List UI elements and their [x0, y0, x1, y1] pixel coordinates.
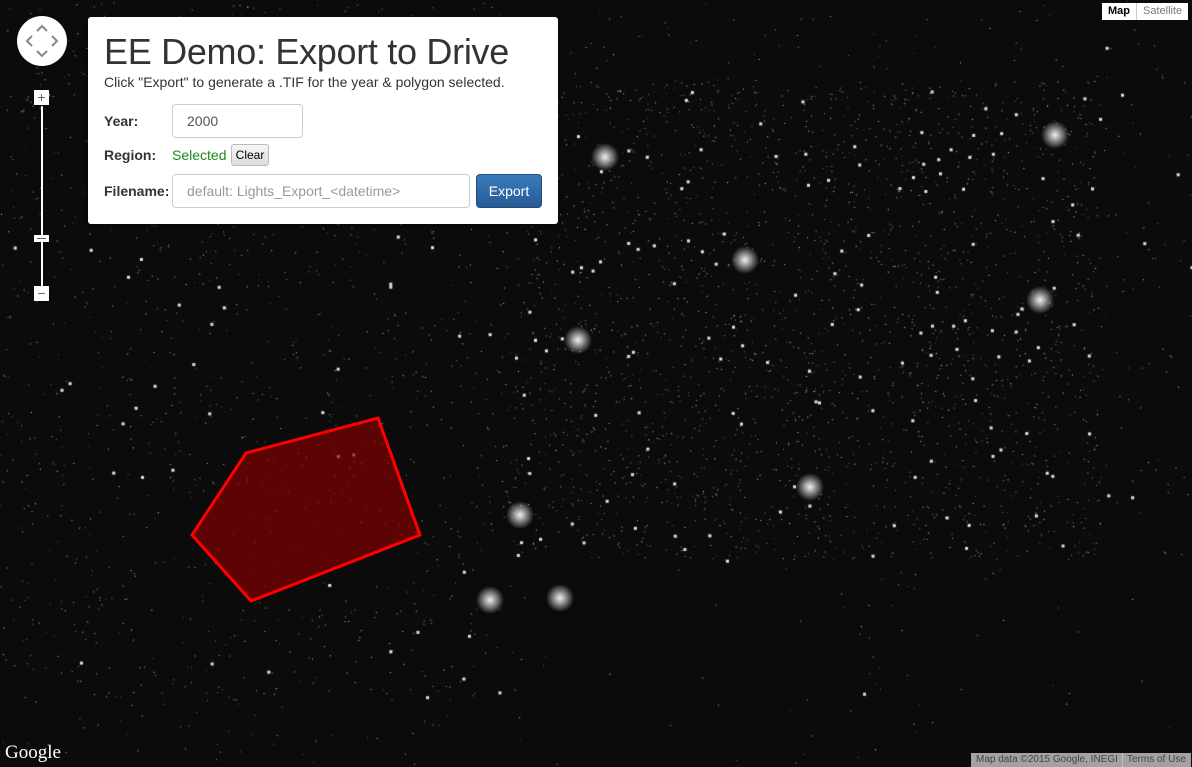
year-label: Year:	[104, 113, 139, 129]
map-attribution: Map data ©2015 Google, INEGI	[971, 753, 1123, 767]
pan-arrows-icon	[25, 24, 59, 58]
instructions-text: Click "Export" to generate a .TIF for th…	[104, 74, 505, 90]
zoom-slider-thumb[interactable]	[34, 235, 49, 242]
map-type-satellite-button[interactable]: Satellite	[1136, 3, 1189, 20]
filename-label: Filename:	[104, 183, 170, 199]
selected-region-polygon[interactable]	[190, 416, 422, 603]
zoom-in-button[interactable]: +	[34, 90, 49, 105]
page-title: EE Demo: Export to Drive	[104, 31, 509, 72]
clear-button[interactable]: Clear	[231, 144, 269, 166]
export-button[interactable]: Export	[476, 174, 542, 208]
export-panel: EE Demo: Export to Drive Click "Export" …	[88, 17, 558, 224]
region-status: Selected	[172, 147, 227, 163]
pan-control[interactable]	[17, 16, 67, 66]
zoom-slider-track[interactable]	[41, 106, 43, 286]
filename-input[interactable]: default: Lights_Export_<datetime>	[172, 174, 470, 208]
google-logo[interactable]: Google	[5, 742, 61, 763]
terms-of-use-link[interactable]: Terms of Use	[1122, 753, 1191, 767]
region-label: Region:	[104, 147, 157, 163]
map-type-map-button[interactable]: Map	[1102, 3, 1136, 20]
year-input[interactable]: 2000	[172, 104, 303, 138]
zoom-out-button[interactable]: −	[34, 286, 49, 301]
